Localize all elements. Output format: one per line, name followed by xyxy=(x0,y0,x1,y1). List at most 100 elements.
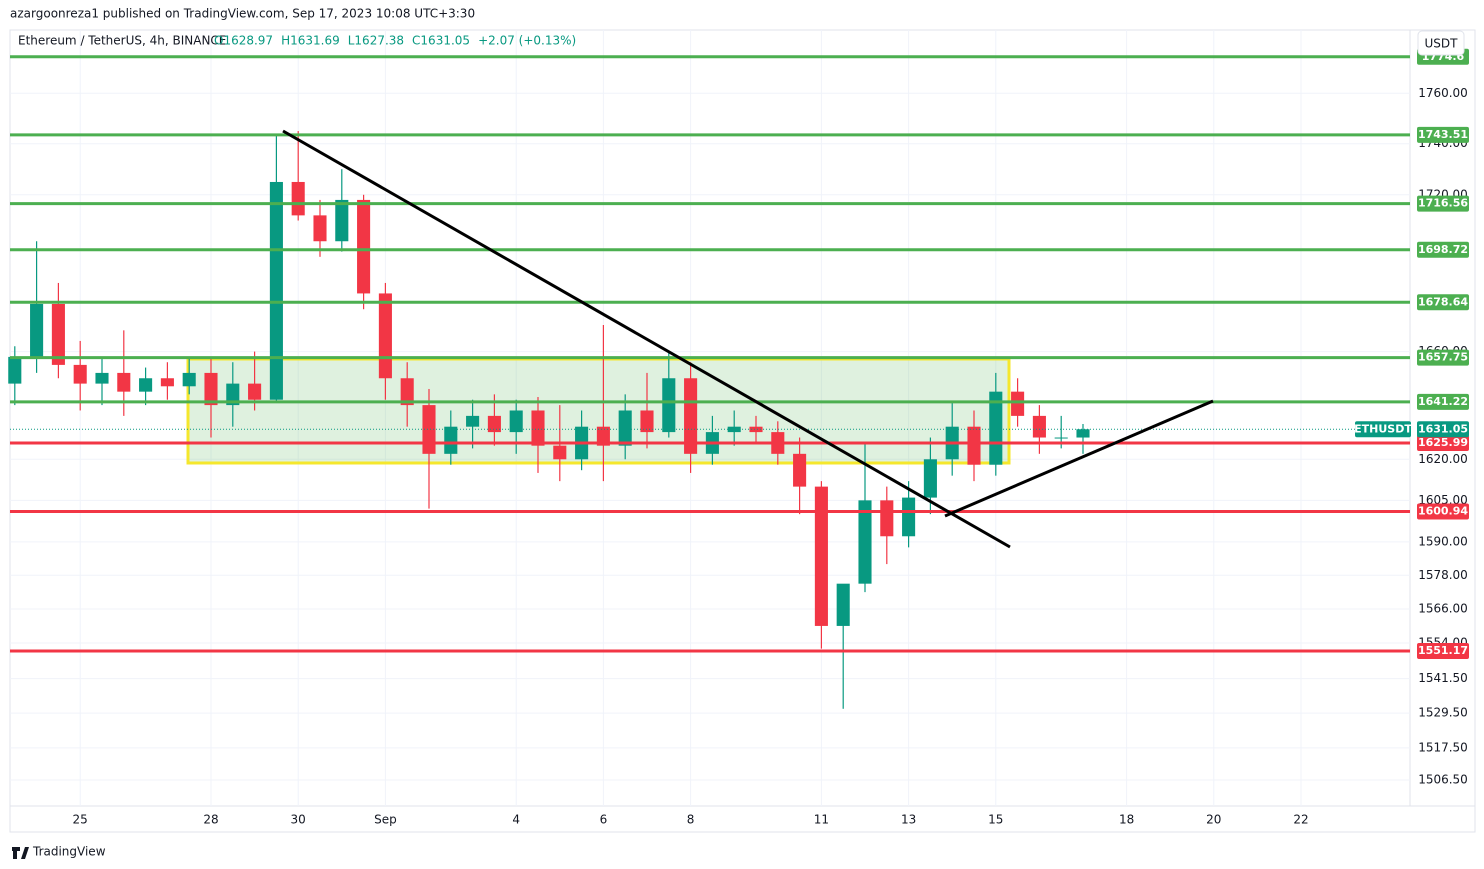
x-tick-label: 6 xyxy=(600,813,608,827)
candle-body xyxy=(727,426,741,433)
candle-body xyxy=(226,383,240,406)
y-tick-label: 1620.00 xyxy=(1418,452,1468,466)
level-label-box xyxy=(1417,349,1469,366)
candle-body xyxy=(814,486,828,626)
candle-body xyxy=(248,383,262,400)
candle-body xyxy=(509,410,523,433)
candle-body xyxy=(8,356,22,384)
y-tick-label: 1605.00 xyxy=(1418,493,1468,507)
y-tick-label: 1760.00 xyxy=(1418,86,1468,100)
candle-body xyxy=(182,372,196,387)
candle-body xyxy=(291,181,305,216)
level-label: 1716.56 xyxy=(1418,197,1468,210)
brand-logo xyxy=(12,847,29,859)
price-box xyxy=(1417,421,1469,438)
candle-body xyxy=(160,378,174,387)
y-tick-label: 1541.50 xyxy=(1418,671,1468,685)
ohlc-value: O1628.97 xyxy=(214,34,273,48)
price-label: 1631.05 xyxy=(1418,422,1468,435)
candle-body xyxy=(117,372,131,392)
candle-body xyxy=(880,500,894,537)
trend-line xyxy=(282,129,1011,549)
candle-body xyxy=(902,497,916,537)
y-tick-label: 1529.50 xyxy=(1418,706,1468,720)
candle-body xyxy=(793,453,807,487)
candle-body xyxy=(139,378,153,392)
frame xyxy=(9,29,1476,833)
x-tick-label: 30 xyxy=(291,813,306,827)
ohlc-value: H1631.69 xyxy=(281,34,340,48)
candle-body xyxy=(967,426,981,465)
y-tick-label: 1590.00 xyxy=(1418,534,1468,548)
candle-body xyxy=(73,364,87,384)
level-label-box xyxy=(1417,393,1469,410)
candle-body xyxy=(95,372,109,384)
symbol-label: ETHUSDT xyxy=(1354,422,1412,435)
level-label-box xyxy=(1417,241,1469,258)
x-tick-label: 15 xyxy=(988,813,1003,827)
level-label-box xyxy=(1417,195,1469,212)
level-label: 1698.72 xyxy=(1418,243,1468,256)
x-tick-label: 11 xyxy=(814,813,829,827)
candle-body xyxy=(531,410,545,446)
candle-body xyxy=(313,215,327,242)
y-tick-label: 1578.00 xyxy=(1418,568,1468,582)
level-label-box xyxy=(1417,294,1469,311)
currency-box[interactable] xyxy=(1417,30,1465,56)
level-label-box xyxy=(1417,126,1469,143)
trend-line xyxy=(944,399,1214,518)
candle-body xyxy=(30,303,44,357)
level-label-box xyxy=(1417,642,1469,659)
x-tick-label: 28 xyxy=(203,813,218,827)
candle-body xyxy=(553,445,567,460)
brand: TradingView xyxy=(32,845,106,859)
ohlc-value: +2.07 (+0.13%) xyxy=(478,34,576,48)
candle-body xyxy=(1076,429,1090,438)
candle-body xyxy=(378,293,392,379)
candle-body xyxy=(662,378,676,433)
marks xyxy=(8,55,1410,709)
candle-body xyxy=(596,426,610,446)
candle-body xyxy=(923,459,937,498)
candle-body xyxy=(466,415,480,427)
x-tick-label: 13 xyxy=(901,813,916,827)
candle-body xyxy=(487,415,501,433)
candle-body xyxy=(269,181,283,400)
x-tick-label: 18 xyxy=(1119,813,1134,827)
ohlc-value: C1631.05 xyxy=(412,34,470,48)
candle-body xyxy=(51,303,65,365)
currency: USDT xyxy=(1425,37,1459,51)
level-label: 1551.17 xyxy=(1418,644,1468,657)
range-box xyxy=(186,357,1011,465)
level-label: 1641.22 xyxy=(1418,395,1468,408)
grid xyxy=(10,30,1410,806)
candle-body xyxy=(858,500,872,584)
y-tick-label: 1506.50 xyxy=(1418,773,1468,787)
x-tick-label: 8 xyxy=(687,813,695,827)
x-tick-label: Sep xyxy=(374,813,397,827)
candle-body xyxy=(684,378,698,454)
candle-body xyxy=(640,410,654,433)
candle-body xyxy=(335,199,349,242)
y-tick-label: 1517.50 xyxy=(1418,740,1468,754)
y-tick-label: 1566.00 xyxy=(1418,601,1468,615)
candle-body xyxy=(749,426,763,433)
candle-body xyxy=(1011,391,1025,416)
labels: 25 28 30 Sep 4 6 8 11 13 15 18 20 221760.001740.0017… xyxy=(73,48,1469,827)
level-label-box xyxy=(1417,503,1469,520)
level-label: 1678.64 xyxy=(1418,295,1468,308)
level-label-box xyxy=(1417,434,1469,451)
level-label: 1743.51 xyxy=(1418,128,1468,141)
candle-body xyxy=(204,372,218,406)
level-label: 1657.75 xyxy=(1418,351,1468,364)
candle-body xyxy=(1032,415,1046,438)
ohlc-legend: O1628.97 H1631.69 L1627.38 C1631.05 +2.07 (+… xyxy=(214,34,576,48)
x-tick-label: 4 xyxy=(512,813,520,827)
symbol-box xyxy=(1355,421,1411,438)
x-tick-label: 22 xyxy=(1293,813,1308,827)
candle-body xyxy=(989,391,1003,465)
publisher: azargoonreza1 published on TradingView.c… xyxy=(10,7,475,21)
candle-body xyxy=(836,583,850,626)
